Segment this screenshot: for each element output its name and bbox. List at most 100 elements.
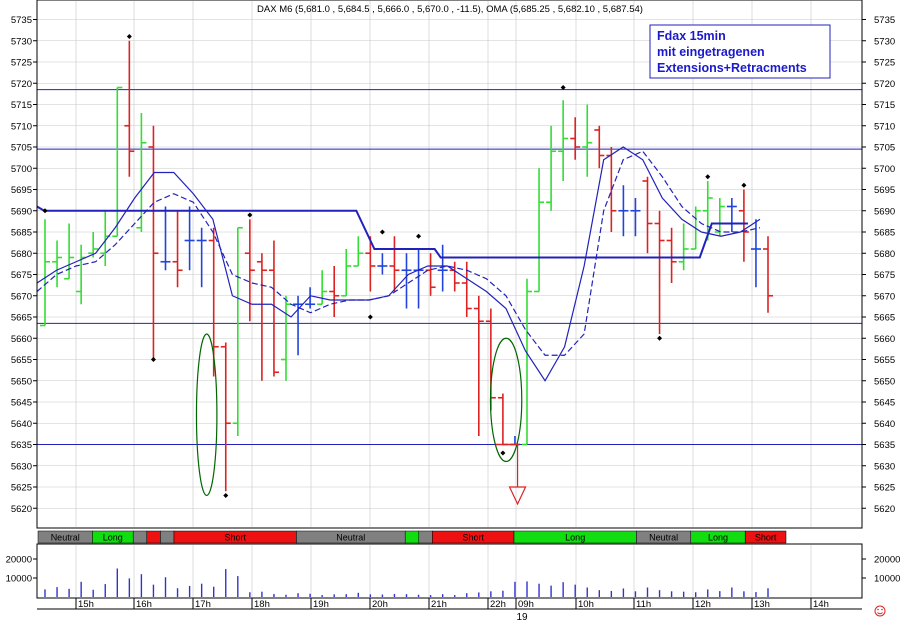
y-tick-label-right: 5720 bbox=[874, 79, 895, 90]
y-tick-label-right: 5685 bbox=[874, 228, 895, 239]
smiley-face bbox=[874, 605, 886, 617]
ohlc-bar bbox=[52, 240, 63, 288]
volume-tick-label-left: 20000 bbox=[6, 555, 32, 566]
y-tick-label-right: 5675 bbox=[874, 270, 895, 281]
ohlc-bar bbox=[136, 113, 147, 232]
y-tick-label-right: 5715 bbox=[874, 100, 895, 111]
x-tick-label: 10h bbox=[578, 599, 594, 610]
signal-segment: Short bbox=[432, 530, 515, 544]
swing-point-marker bbox=[379, 229, 385, 235]
x-tick-label: 11h bbox=[636, 599, 651, 610]
signal-segment bbox=[146, 530, 161, 544]
x-tick-label: 14h bbox=[813, 599, 829, 610]
ohlc-bar bbox=[160, 206, 171, 271]
swing-point-marker bbox=[705, 174, 711, 180]
ohlc-bar bbox=[425, 253, 436, 296]
x-tick-label: 20h bbox=[372, 599, 388, 610]
highlight-ellipse bbox=[195, 333, 218, 497]
swing-point-marker bbox=[500, 450, 506, 456]
swing-point-marker bbox=[741, 182, 747, 188]
ohlc-bar bbox=[377, 253, 388, 275]
signal-segment bbox=[160, 530, 175, 544]
signal-segment-label: Short bbox=[224, 533, 246, 543]
signal-segment-fill bbox=[418, 530, 433, 544]
x-tick-label: 18h bbox=[254, 599, 270, 610]
signal-segment bbox=[418, 530, 433, 544]
y-tick-label-left: 5685 bbox=[11, 228, 32, 239]
signal-segment: Neutral bbox=[636, 530, 692, 544]
volume-tick-label-left: 10000 bbox=[6, 574, 32, 585]
signal-segment: Long bbox=[690, 530, 746, 544]
ohlc-bar bbox=[220, 342, 231, 492]
x-tick-label: 17h bbox=[195, 599, 211, 610]
y-tick-label-left: 5720 bbox=[11, 79, 32, 90]
signal-segment-label: Neutral bbox=[51, 533, 80, 543]
price-axes: 5735 5735 5730 5730 5725 5725 5720 5720 5715 5715… bbox=[11, 15, 895, 515]
ohlc-bar bbox=[100, 210, 111, 266]
ohlc-bar bbox=[353, 236, 364, 267]
oma-fast-line bbox=[36, 146, 761, 382]
ohlc-bar bbox=[763, 236, 773, 313]
signal-band: Neutral Long Short Neutral Short Long Neutral L… bbox=[37, 530, 787, 544]
swing-point-marker bbox=[367, 314, 373, 320]
oma-slow-line bbox=[36, 150, 761, 356]
annotation-line-3: Extensions+Retracments bbox=[657, 61, 807, 75]
ohlc-bar bbox=[473, 295, 484, 436]
x-tick-label: 19h bbox=[313, 599, 329, 610]
ohlc-bar bbox=[750, 219, 761, 288]
swing-point-marker bbox=[657, 335, 663, 341]
signal-segment: Neutral bbox=[37, 530, 93, 544]
ohlc-bar bbox=[184, 206, 195, 271]
x-tick-label: 22h bbox=[490, 599, 506, 610]
y-tick-label-left: 5680 bbox=[11, 249, 32, 260]
y-tick-label-left: 5665 bbox=[11, 313, 32, 324]
smiley-icon[interactable] bbox=[874, 605, 886, 617]
y-tick-label-right: 5665 bbox=[874, 313, 895, 324]
signal-segment: Neutral bbox=[296, 530, 406, 544]
ohlc-bar bbox=[654, 210, 665, 334]
ohlc-bar bbox=[570, 117, 581, 160]
y-tick-label-right: 5730 bbox=[874, 36, 895, 47]
y-tick-label-left: 5695 bbox=[11, 185, 32, 196]
x-tick-label: 21h bbox=[431, 599, 447, 610]
signal-segment-fill bbox=[404, 530, 420, 544]
volume-tick-label-right: 10000 bbox=[874, 574, 900, 585]
ohlc-bar bbox=[630, 198, 641, 237]
y-tick-label-right: 5645 bbox=[874, 398, 895, 409]
y-tick-label-right: 5680 bbox=[874, 249, 895, 260]
x-tick-label: 12h bbox=[695, 599, 711, 610]
y-tick-label-right: 5660 bbox=[874, 334, 895, 345]
ohlc-bar bbox=[678, 223, 689, 271]
ohlc-bar bbox=[389, 236, 400, 292]
swing-point-marker bbox=[416, 233, 422, 239]
smiley-eye-left bbox=[877, 608, 879, 611]
x-tick-label: 09h bbox=[518, 599, 534, 610]
swing-point-marker bbox=[560, 85, 566, 90]
swing-point-marker bbox=[126, 34, 132, 39]
ohlc-bar bbox=[546, 125, 557, 211]
quote-header: DAX M6 (5,681.0 , 5,684.5 , 5,666.0 , 5,… bbox=[257, 4, 643, 15]
y-tick-label-left: 5690 bbox=[11, 206, 32, 217]
indicator-lines bbox=[36, 146, 761, 382]
signal-segment-label: Neutral bbox=[649, 533, 678, 543]
horizontal-levels bbox=[37, 89, 862, 445]
ohlc-bar bbox=[172, 210, 183, 288]
annotation-box: Fdax 15min mit eingetragenen Extensions+… bbox=[649, 24, 831, 79]
y-tick-label-left: 5640 bbox=[11, 419, 32, 430]
signal-segment-label: Neutral bbox=[336, 533, 365, 543]
ohlc-bar bbox=[666, 227, 677, 283]
annotations bbox=[42, 34, 747, 506]
y-tick-label-left: 5650 bbox=[11, 376, 32, 387]
y-tick-label-left: 5715 bbox=[11, 100, 32, 111]
ohlc-bar bbox=[738, 189, 749, 262]
ohlc-bar bbox=[124, 40, 135, 177]
ohlc-bar bbox=[726, 198, 737, 232]
y-tick-label-right: 5700 bbox=[874, 164, 895, 175]
signal-segment-fill bbox=[744, 530, 787, 544]
ohlc-bar bbox=[714, 198, 725, 237]
y-tick-label-left: 5710 bbox=[11, 121, 32, 132]
y-tick-label-right: 5710 bbox=[874, 121, 895, 132]
price-panel-frame bbox=[36, 0, 863, 529]
signal-segment: Short bbox=[744, 530, 787, 544]
